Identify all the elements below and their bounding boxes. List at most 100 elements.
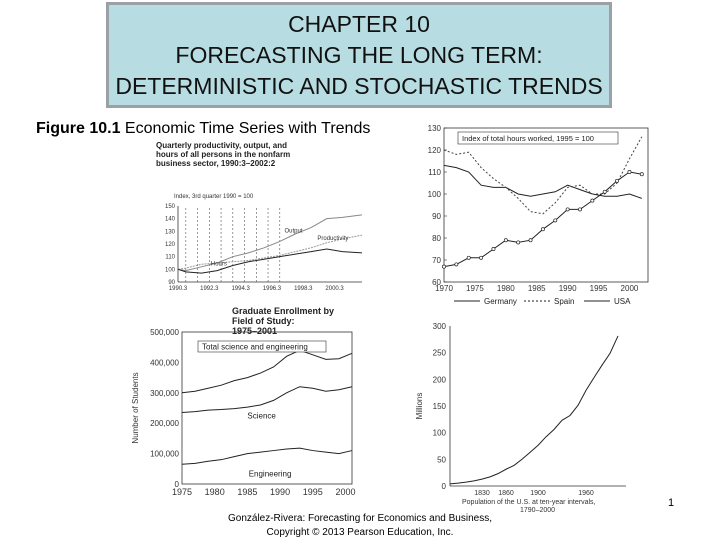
chart1-series-line [177, 234, 363, 270]
title-line-3: DETERMINISTIC AND STOCHASTIC TRENDS [115, 72, 603, 99]
chart3-x-tick-label: 1995 [303, 487, 323, 497]
chart3-y-tick-label: 200,000 [150, 419, 179, 428]
chart2-usa-point [466, 255, 471, 260]
chart2-usa-point [528, 238, 533, 243]
chart3-title-line: Graduate Enrollment by [232, 306, 334, 316]
chart3-x-tick-label: 1990 [270, 487, 290, 497]
chart2-usa-point [578, 207, 582, 212]
chart4-x-tick-label: 1860 [498, 490, 514, 497]
chart4-x-tick-label: 1830 [474, 490, 490, 497]
chart3-series-label: Total science and engineering [202, 343, 308, 352]
chart2-usa-point [639, 172, 644, 177]
chart1-x-tick-label: 1996.3 [263, 286, 282, 292]
page-number: 1 [668, 497, 675, 509]
chart1-x-tick-label: 1994.3 [231, 286, 250, 292]
chart2-series-line [443, 164, 642, 199]
chart2-y-tick-label: 130 [428, 124, 442, 133]
chart4-plot: 0 50 100 150 200 250 300 1830 1860 1900 1960 Millio… [415, 322, 626, 514]
chart1-x-tick-label: 2000.3 [325, 286, 344, 292]
slide-title-box: CHAPTER 10 FORECASTING THE LONG TERM: DE… [106, 2, 612, 108]
chart3-title-line: 1975–2001 [232, 326, 277, 336]
chart3-x-tick-label: 2000 [335, 487, 355, 497]
figure-label: Figure 10.1 [36, 120, 121, 137]
chart1-y-tick-label: 130 [165, 229, 176, 235]
chart3-y-tick-label: 400,000 [150, 358, 179, 367]
figure-caption-text: Economic Time Series with Trends [120, 120, 371, 137]
chart2-x-tick-label: 1990 [559, 284, 577, 293]
chart3-series-label: Engineering [249, 469, 292, 478]
chart4-series-line [449, 335, 619, 485]
chart2-series-line [443, 171, 642, 268]
chart4-x-tick-label: 1960 [578, 490, 594, 497]
chart-us-population: 0 50 100 150 200 250 300 1830 1860 1900 1960 Millio… [415, 322, 626, 514]
chart2-usa-point [491, 247, 496, 251]
title-line-1: CHAPTER 10 [288, 10, 430, 37]
chart2-legend-label: Spain [554, 297, 574, 306]
chart2-y-tick-label: 100 [428, 190, 442, 199]
chart2-usa-point [553, 218, 558, 223]
chart3-series-line [181, 349, 353, 394]
chart2-title: Index of total hours worked, 1995 = 100 [462, 134, 594, 143]
chart2-usa-point [565, 207, 570, 212]
chart2-y-tick-label: 70 [432, 256, 441, 265]
chart2-x-tick-label: 1975 [466, 284, 484, 293]
chart3-total-label-box [197, 340, 327, 353]
chart2-x-tick-label: 1995 [590, 284, 608, 293]
chart1-series-line [177, 214, 363, 272]
chart3-series-line [181, 447, 353, 465]
chart1-x-tick-label: 1992.3 [200, 286, 219, 292]
chart1-title-line: hours of all persons in the nonfarm [156, 150, 290, 159]
chart2-usa-point [615, 178, 620, 183]
chart1-series-label: Output [284, 229, 302, 235]
chart2-x-tick-label: 2000 [621, 284, 639, 293]
chart3-x-tick-label: 1975 [172, 487, 192, 497]
chart2-y-tick-label: 80 [432, 234, 441, 243]
chart2-x-tick-label: 1980 [497, 284, 515, 293]
chart1-y-tick-label: 90 [168, 280, 175, 286]
chart2-series-line [443, 136, 643, 215]
chart2-usa-point [627, 170, 632, 174]
chart1-series-line [177, 248, 363, 274]
chart2-usa-point [540, 227, 545, 232]
chart2-usa-point [590, 198, 595, 203]
chart2-usa-point [516, 240, 521, 245]
footer-line-1: González-Rivera: Forecasting for Economi… [227, 513, 492, 524]
chart3-y-tick-label: 300,000 [150, 389, 179, 398]
footer-line-2: Copyright © 2013 Pearson Education, Inc. [266, 527, 454, 538]
chart4-x-axis-label: Population of the U.S. at ten-year inter… [462, 499, 596, 506]
chart2-usa-point [602, 189, 607, 194]
chart4-y-tick-label: 250 [433, 349, 447, 358]
chart3-title-line: Field of Study: [232, 316, 295, 326]
chart1-y-tick-label: 140 [165, 217, 176, 223]
chart1-y-tick-label: 110 [165, 255, 175, 261]
chart1-series-label: Productivity [317, 236, 348, 242]
chart4-y-tick-label: 200 [433, 375, 447, 384]
chart2-y-tick-label: 60 [432, 278, 441, 287]
figure-caption: Figure 10.1 Economic Time Series with Tr… [36, 120, 370, 138]
chart4-y-tick-label: 150 [433, 402, 447, 411]
chart1-title-line: business sector, 1990:3–2002:2 [156, 159, 276, 168]
chart2-usa-point [479, 255, 484, 260]
title-line-2: FORECASTING THE LONG TERM: [175, 41, 543, 68]
chart3-x-tick-label: 1980 [205, 487, 225, 497]
chart2-usa-point [503, 238, 508, 243]
chart4-y-tick-label: 100 [433, 429, 447, 438]
chart2-usa-point [454, 262, 459, 267]
chart3-series-line [181, 386, 353, 414]
chart2-y-tick-label: 90 [432, 212, 441, 221]
chart4-y-tick-label: 50 [437, 455, 446, 464]
chart3-y-tick-label: 100,000 [150, 450, 179, 459]
chart3-y-axis-label: Number of Students [131, 372, 140, 443]
chart4-x-tick-label: 1900 [530, 490, 546, 497]
chart2-title-box [457, 131, 619, 145]
chart4-y-axis-label: Millions [415, 393, 424, 420]
chart1-y-tick-label: 120 [165, 242, 176, 248]
chart2-y-tick-label: 120 [428, 146, 442, 155]
chart1-y-tick-label: 100 [165, 267, 176, 273]
chart4-x-axis-label: 1790–2000 [520, 507, 555, 514]
chart3-series-label: Science [247, 412, 276, 421]
chart1-series-label: Hours [211, 262, 227, 268]
chart2-x-tick-label: 1985 [528, 284, 546, 293]
